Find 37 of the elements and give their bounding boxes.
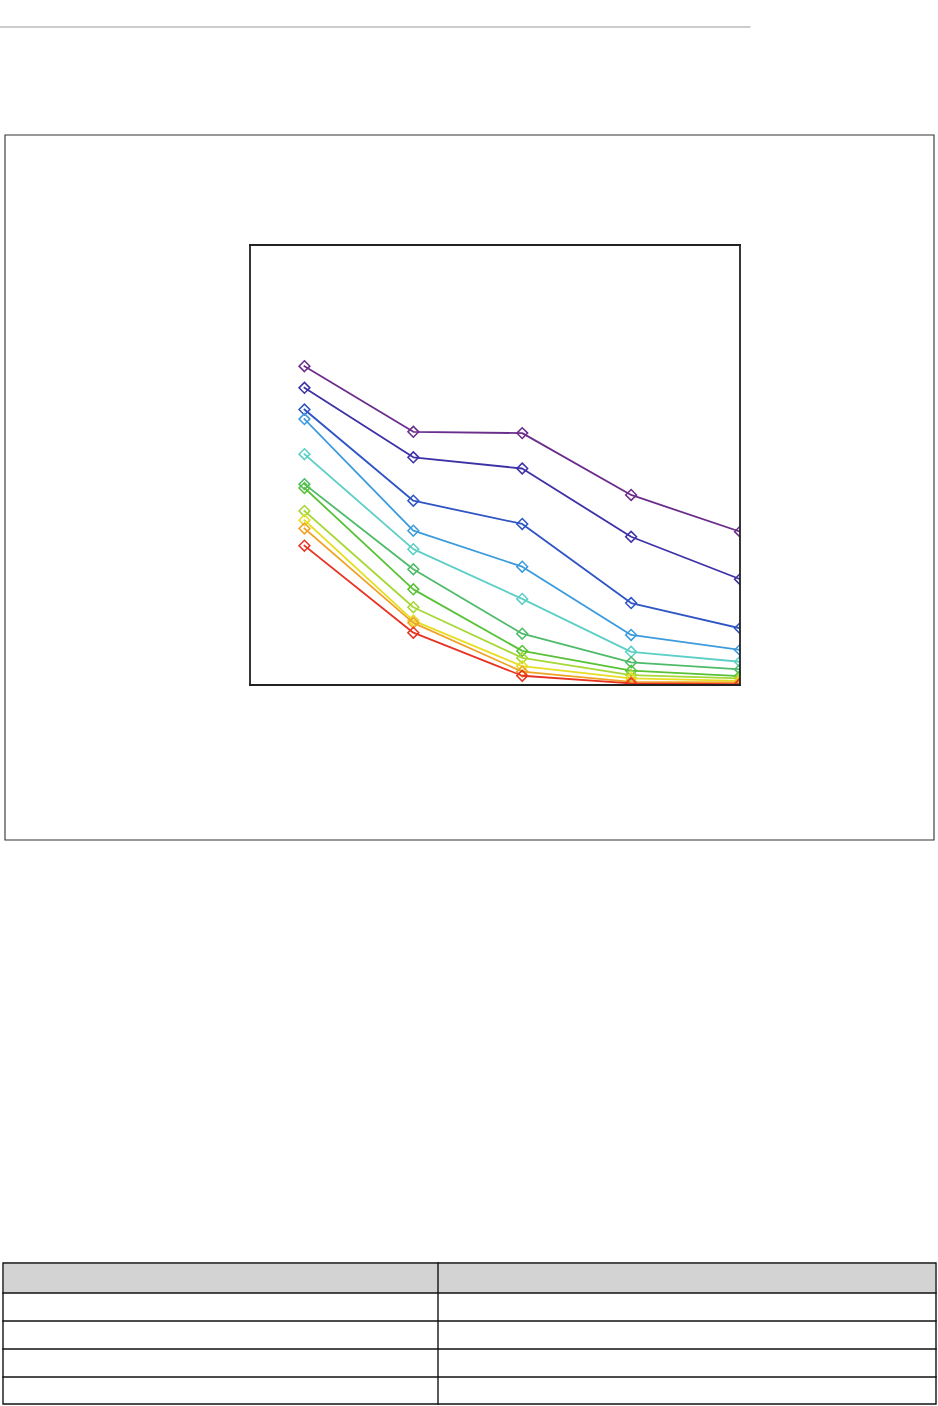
point	[516, 644, 529, 658]
point	[407, 626, 420, 639]
point	[298, 412, 311, 426]
point	[516, 660, 529, 673]
point	[298, 381, 311, 395]
point	[624, 488, 638, 502]
point	[298, 504, 311, 518]
point	[624, 530, 638, 543]
point	[624, 596, 638, 610]
point	[298, 447, 311, 461]
point	[407, 563, 420, 576]
point	[516, 560, 529, 573]
point	[407, 494, 420, 507]
point	[298, 359, 311, 373]
point	[407, 524, 420, 537]
point	[407, 583, 420, 596]
point	[516, 517, 529, 531]
point	[516, 426, 529, 440]
point	[298, 477, 311, 491]
point	[298, 481, 311, 495]
point	[516, 627, 529, 640]
point	[407, 451, 420, 464]
point	[516, 592, 529, 606]
point	[516, 669, 529, 682]
point	[624, 628, 638, 642]
point	[516, 462, 529, 475]
point	[407, 425, 420, 439]
point	[407, 543, 420, 556]
point	[624, 645, 638, 659]
point	[298, 403, 311, 416]
point	[516, 665, 529, 678]
point	[407, 601, 420, 614]
point	[624, 656, 638, 669]
point	[298, 539, 311, 552]
point	[298, 522, 311, 535]
point	[298, 513, 311, 527]
point	[516, 651, 529, 665]
